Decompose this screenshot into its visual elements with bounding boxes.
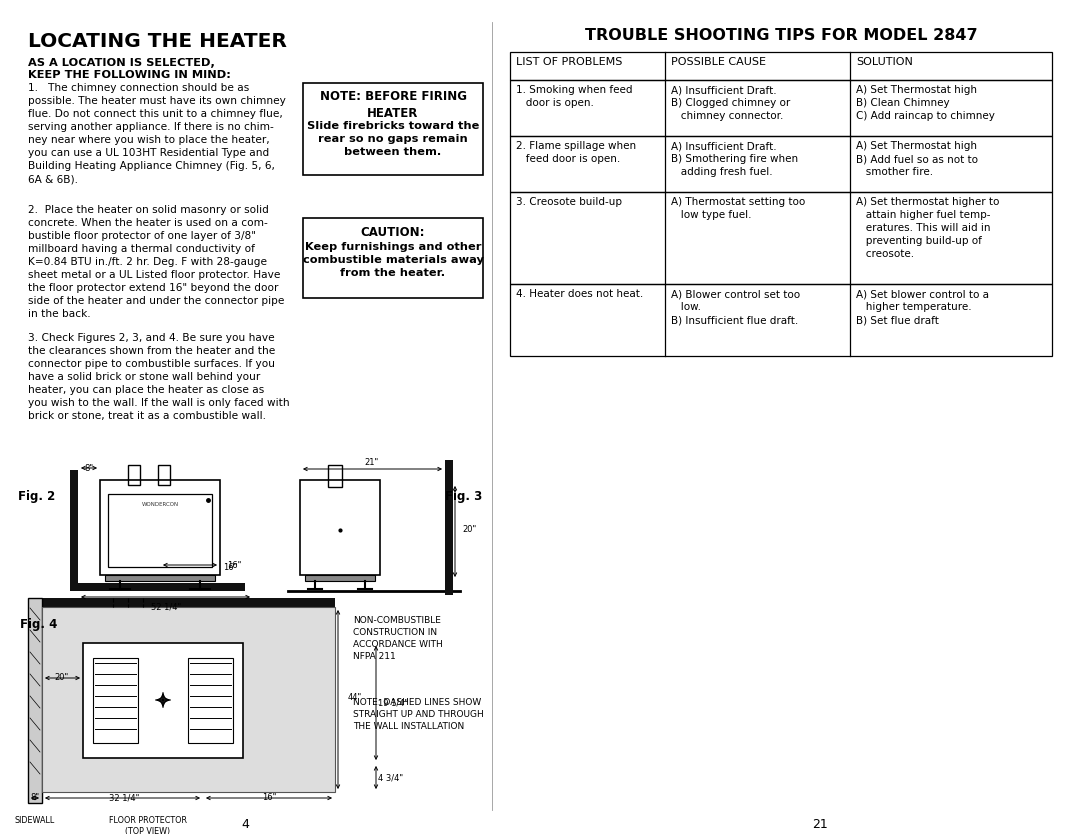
Bar xyxy=(303,83,483,175)
Bar xyxy=(305,575,375,581)
Bar xyxy=(108,494,212,567)
Bar xyxy=(93,658,138,743)
Text: 2. Flame spillage when
   feed door is open.: 2. Flame spillage when feed door is open… xyxy=(516,141,636,164)
Bar xyxy=(510,136,1052,192)
Bar xyxy=(42,607,335,792)
Text: 3. Creosote build-up: 3. Creosote build-up xyxy=(516,197,622,207)
Text: Fig. 4: Fig. 4 xyxy=(21,618,57,631)
Text: 52 1/4": 52 1/4" xyxy=(151,602,181,611)
Text: WONDERCON: WONDERCON xyxy=(141,502,178,507)
Text: 3. Check Figures 2, 3, and 4. Be sure you have
the clearances shown from the hea: 3. Check Figures 2, 3, and 4. Be sure yo… xyxy=(28,333,289,421)
Text: A) Insufficient Draft.
B) Smothering fire when
   adding fresh fuel.: A) Insufficient Draft. B) Smothering fir… xyxy=(671,141,798,177)
Text: A) Thermostat setting too
   low type fuel.: A) Thermostat setting too low type fuel. xyxy=(671,197,806,220)
Bar xyxy=(328,465,342,487)
Text: FLOOR PROTECTOR: FLOOR PROTECTOR xyxy=(109,816,187,825)
Text: NOTE: DASHED LINES SHOW
STRAIGHT UP AND THROUGH
THE WALL INSTALLATION: NOTE: DASHED LINES SHOW STRAIGHT UP AND … xyxy=(353,698,484,731)
Text: KEEP THE FOLLOWING IN MIND:: KEEP THE FOLLOWING IN MIND: xyxy=(28,70,231,80)
Bar xyxy=(105,575,215,581)
Text: 8": 8" xyxy=(84,464,94,473)
Text: 16": 16" xyxy=(261,793,276,802)
Text: Fig. 3: Fig. 3 xyxy=(445,490,483,503)
Text: 21": 21" xyxy=(365,458,379,466)
Bar xyxy=(100,480,220,575)
Text: Fig. 2: Fig. 2 xyxy=(18,490,55,503)
Text: NOTE: BEFORE FIRING
HEATER: NOTE: BEFORE FIRING HEATER xyxy=(320,90,467,119)
Text: A) Insufficient Draft.
B) Clogged chimney or
   chimney connector.: A) Insufficient Draft. B) Clogged chimne… xyxy=(671,85,791,121)
Bar xyxy=(300,480,380,575)
Bar xyxy=(40,598,335,607)
Text: A) Blower control set too
   low.
B) Insufficient flue draft.: A) Blower control set too low. B) Insuff… xyxy=(671,289,800,325)
Bar xyxy=(510,192,1052,284)
Text: 1.   The chimney connection should be as
possible. The heater must have its own : 1. The chimney connection should be as p… xyxy=(28,83,286,184)
Text: NON-COMBUSTIBLE
CONSTRUCTION IN
ACCORDANCE WITH
NFPA 211: NON-COMBUSTIBLE CONSTRUCTION IN ACCORDAN… xyxy=(353,616,443,661)
Bar xyxy=(188,658,233,743)
Text: 21: 21 xyxy=(812,818,828,831)
Text: A) Set blower control to a
   higher temperature.
B) Set flue draft: A) Set blower control to a higher temper… xyxy=(856,289,989,325)
Text: 44": 44" xyxy=(348,694,362,702)
Bar xyxy=(83,643,243,758)
Bar xyxy=(70,470,78,585)
Text: 4 3/4": 4 3/4" xyxy=(378,773,403,782)
Bar xyxy=(510,80,1052,136)
Bar xyxy=(129,465,140,485)
Text: 16": 16" xyxy=(227,560,241,570)
Text: A) Set thermostat higher to
   attain higher fuel temp-
   eratures. This will a: A) Set thermostat higher to attain highe… xyxy=(856,197,999,259)
Text: 32 1/4": 32 1/4" xyxy=(109,793,139,802)
Text: 4: 4 xyxy=(241,818,248,831)
Text: Keep furnishings and other
combustible materials away
from the heater.: Keep furnishings and other combustible m… xyxy=(302,242,484,278)
Text: 2.  Place the heater on solid masonry or solid
concrete. When the heater is used: 2. Place the heater on solid masonry or … xyxy=(28,205,284,319)
Bar xyxy=(28,598,42,803)
Text: SOLUTION: SOLUTION xyxy=(856,57,913,67)
Text: CAUTION:: CAUTION: xyxy=(361,226,426,239)
Text: POSSIBLE CAUSE: POSSIBLE CAUSE xyxy=(671,57,766,67)
Text: Slide firebricks toward the
rear so no gaps remain
between them.: Slide firebricks toward the rear so no g… xyxy=(307,121,480,157)
Text: 16": 16" xyxy=(222,564,238,572)
Bar xyxy=(70,583,245,591)
Text: 20": 20" xyxy=(463,525,477,535)
Bar xyxy=(158,465,170,485)
Bar xyxy=(445,460,453,595)
Text: 19 1/4": 19 1/4" xyxy=(378,699,408,707)
Text: AS A LOCATION IS SELECTED,: AS A LOCATION IS SELECTED, xyxy=(28,58,215,68)
Text: A) Set Thermostat high
B) Add fuel so as not to
   smother fire.: A) Set Thermostat high B) Add fuel so as… xyxy=(856,141,978,177)
Text: 20": 20" xyxy=(55,674,69,682)
Text: A) Set Thermostat high
B) Clean Chimney
C) Add raincap to chimney: A) Set Thermostat high B) Clean Chimney … xyxy=(856,85,995,121)
Text: LIST OF PROBLEMS: LIST OF PROBLEMS xyxy=(516,57,622,67)
Text: 1. Smoking when feed
   door is open.: 1. Smoking when feed door is open. xyxy=(516,85,633,108)
Text: LOCATING THE HEATER: LOCATING THE HEATER xyxy=(28,32,287,51)
Text: TROUBLE SHOOTING TIPS FOR MODEL 2847: TROUBLE SHOOTING TIPS FOR MODEL 2847 xyxy=(584,28,977,43)
Text: (TOP VIEW): (TOP VIEW) xyxy=(125,827,171,834)
Text: SIDEWALL: SIDEWALL xyxy=(15,816,55,825)
Text: 8": 8" xyxy=(30,793,40,802)
Bar xyxy=(510,52,1052,80)
Bar xyxy=(303,218,483,298)
Text: 4. Heater does not heat.: 4. Heater does not heat. xyxy=(516,289,644,299)
Bar xyxy=(510,284,1052,356)
